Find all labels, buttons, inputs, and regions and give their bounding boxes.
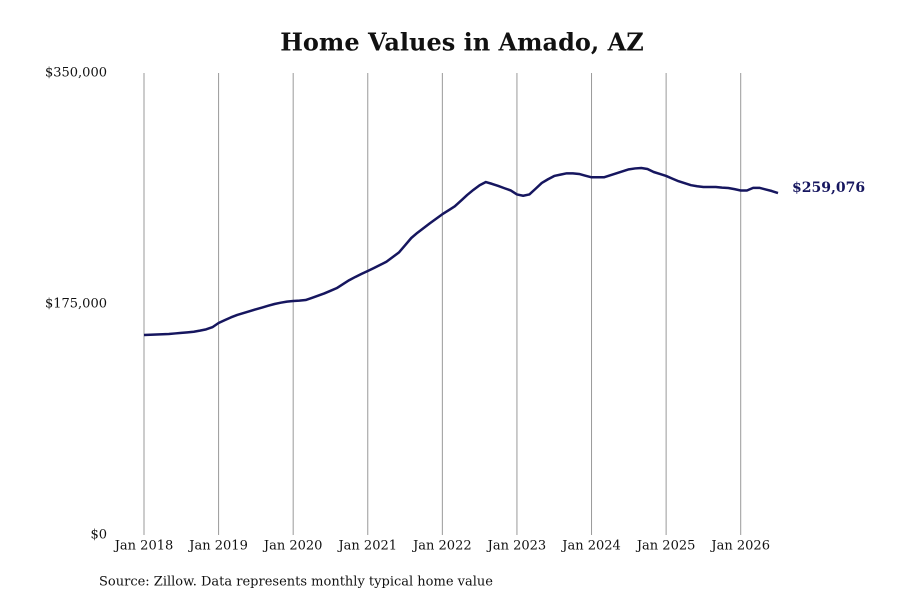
source-note: Source: Zillow. Data represents monthly … (99, 575, 493, 590)
y-tick-label: $175,000 (45, 297, 107, 312)
x-tick-label: Jan 2025 (635, 539, 696, 554)
x-tick-label: Jan 2020 (262, 539, 323, 554)
x-tick-label: Jan 2024 (560, 539, 621, 554)
chart-title: Home Values in Amado, AZ (280, 28, 644, 57)
x-tick-label: Jan 2023 (486, 539, 547, 554)
x-tick-label: Jan 2021 (336, 539, 397, 554)
x-tick-label: Jan 2022 (411, 539, 472, 554)
x-tick-label: Jan 2018 (113, 539, 174, 554)
x-tick-label: Jan 2026 (709, 539, 770, 554)
value-label: $259,076 (792, 180, 865, 196)
y-tick-label: $350,000 (45, 66, 107, 81)
y-tick-label: $0 (90, 528, 107, 543)
x-tick-label: Jan 2019 (187, 539, 248, 554)
line (143, 166, 779, 337)
